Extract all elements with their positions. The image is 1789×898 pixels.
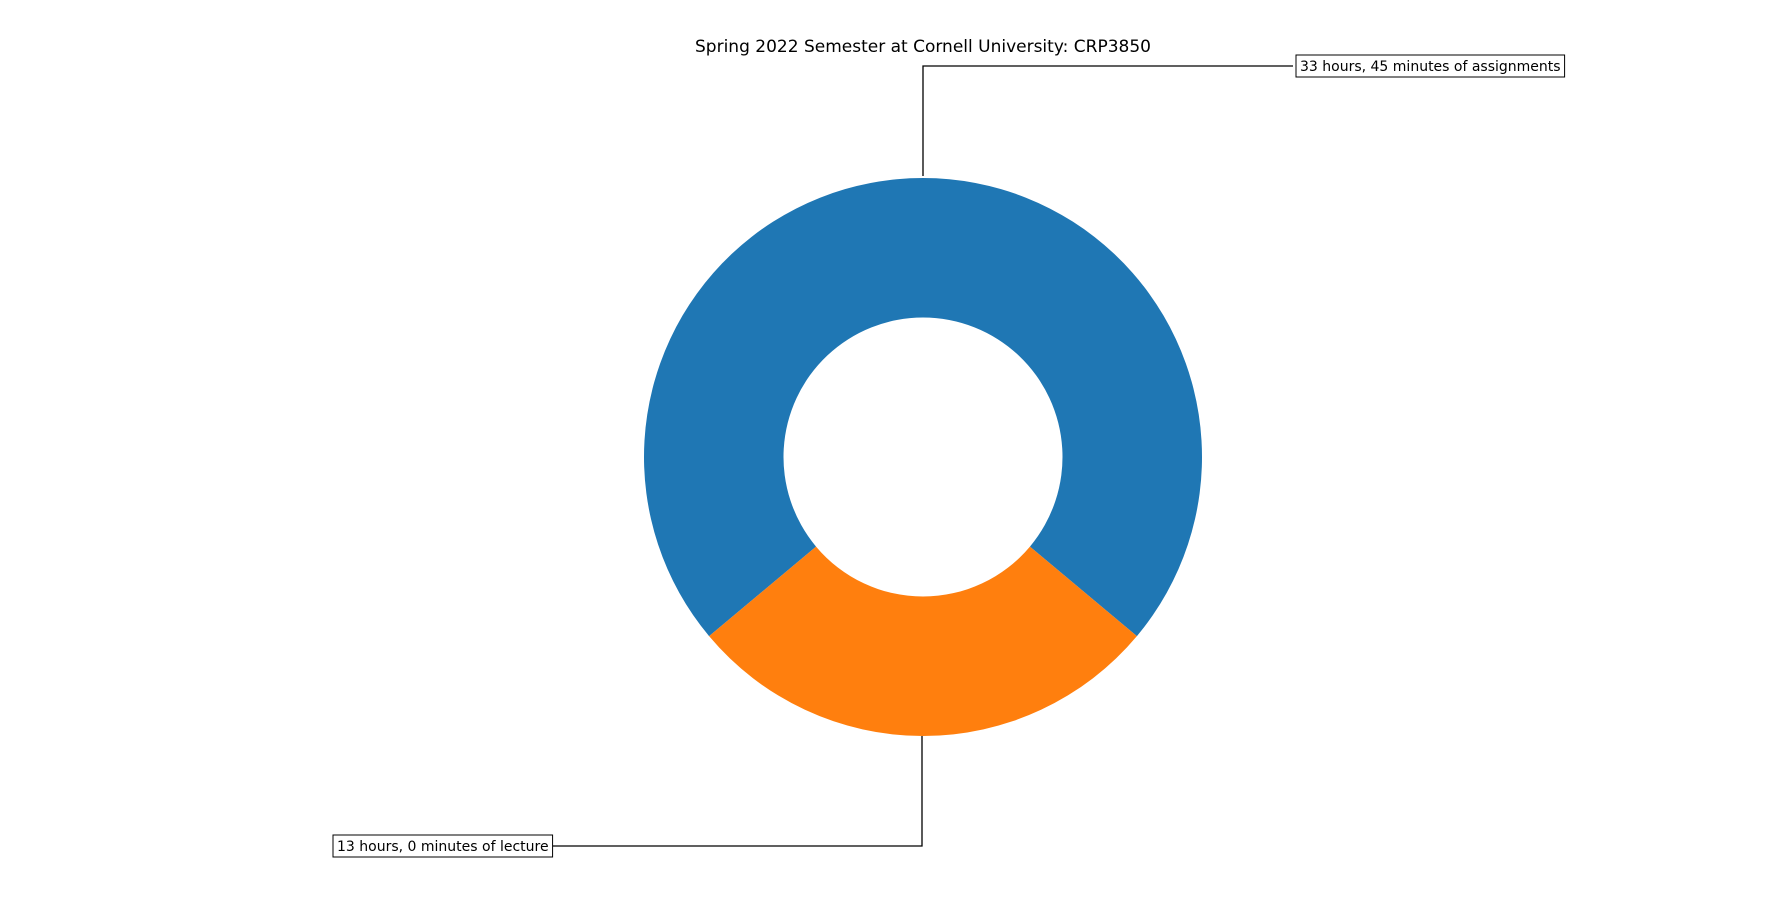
lecture-label-box <box>332 834 554 858</box>
lecture-slice <box>709 546 1137 736</box>
assignments-label: 33 hours, 45 minutes of assignments <box>1300 59 1561 75</box>
donut-slices <box>644 177 1202 736</box>
lecture-label: 13 hours, 0 minutes of lecture <box>337 839 549 855</box>
assignments-label-box <box>1295 54 1566 78</box>
lecture-leader-line <box>553 736 923 847</box>
assignments-leader-line <box>922 65 1293 176</box>
chart-title: Spring 2022 Semester at Cornell Universi… <box>695 37 1151 57</box>
assignments-slice <box>644 177 1202 637</box>
